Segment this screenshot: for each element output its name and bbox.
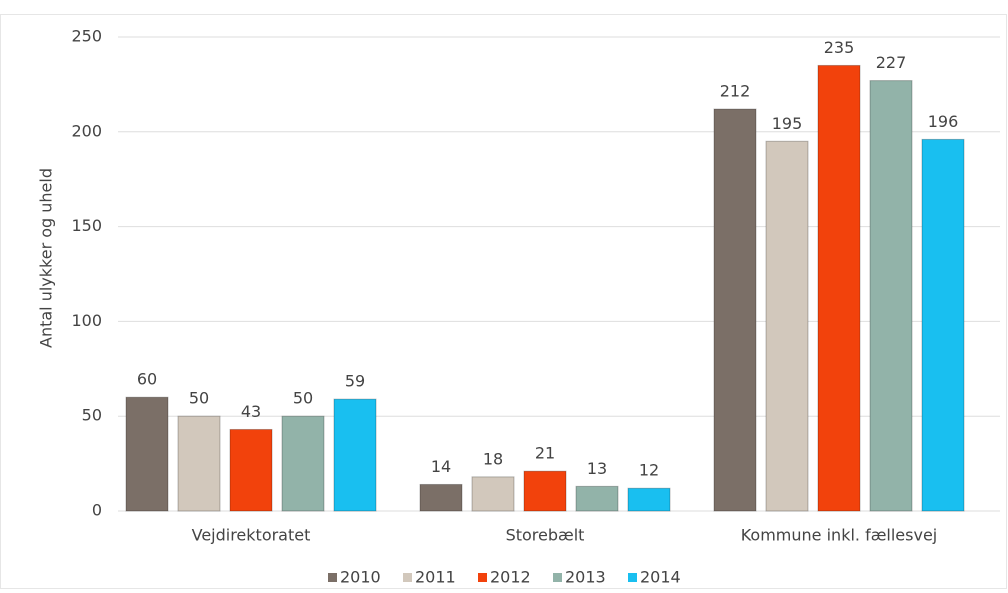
data-label: 59: [345, 372, 365, 391]
legend-swatch: [553, 573, 562, 582]
data-label: 12: [639, 461, 659, 480]
data-label: 235: [824, 38, 855, 57]
y-tick-label: 50: [82, 406, 102, 425]
bar: [125, 396, 169, 512]
y-axis-label: Antal ulykker og uheld: [37, 168, 56, 348]
data-label: 14: [431, 457, 451, 476]
legend-swatch: [478, 573, 487, 582]
bar: [523, 470, 567, 512]
bar: [921, 138, 965, 512]
x-tick-label: Storebælt: [506, 526, 585, 545]
data-label: 50: [189, 389, 209, 408]
data-label: 196: [928, 112, 959, 131]
bar: [177, 415, 221, 512]
data-label: 21: [535, 444, 555, 463]
data-label: 43: [241, 402, 261, 421]
bar: [869, 80, 913, 512]
y-tick-label: 0: [92, 501, 102, 520]
bar: [471, 476, 515, 512]
bar: [333, 398, 377, 512]
data-label: 212: [720, 82, 751, 101]
bar: [229, 428, 273, 512]
data-label: 50: [293, 389, 313, 408]
legend-label: 2010: [340, 568, 381, 587]
data-label: 60: [137, 370, 157, 389]
y-tick-label: 150: [71, 216, 102, 235]
x-tick-label: Kommune inkl. fællesvej: [741, 526, 938, 545]
y-tick-label: 100: [71, 311, 102, 330]
legend-swatch: [403, 573, 412, 582]
bar: [419, 483, 463, 512]
y-tick-label: 250: [71, 27, 102, 46]
legend-swatch: [628, 573, 637, 582]
bar: [765, 140, 809, 512]
bar: [627, 487, 671, 512]
legend-label: 2011: [415, 568, 456, 587]
data-label: 18: [483, 449, 503, 468]
data-label: 13: [587, 459, 607, 478]
legend-swatch: [328, 573, 337, 582]
y-tick-label: 200: [71, 121, 102, 140]
legend-label: 2012: [490, 568, 531, 587]
bar: [281, 415, 325, 512]
data-label: 227: [876, 53, 907, 72]
bar: [817, 64, 861, 512]
data-label: 195: [772, 114, 803, 133]
x-tick-label: Vejdirektoratet: [192, 526, 311, 545]
legend-label: 2013: [565, 568, 606, 587]
legend-label: 2014: [640, 568, 681, 587]
bar: [713, 108, 757, 512]
bar: [575, 485, 619, 512]
